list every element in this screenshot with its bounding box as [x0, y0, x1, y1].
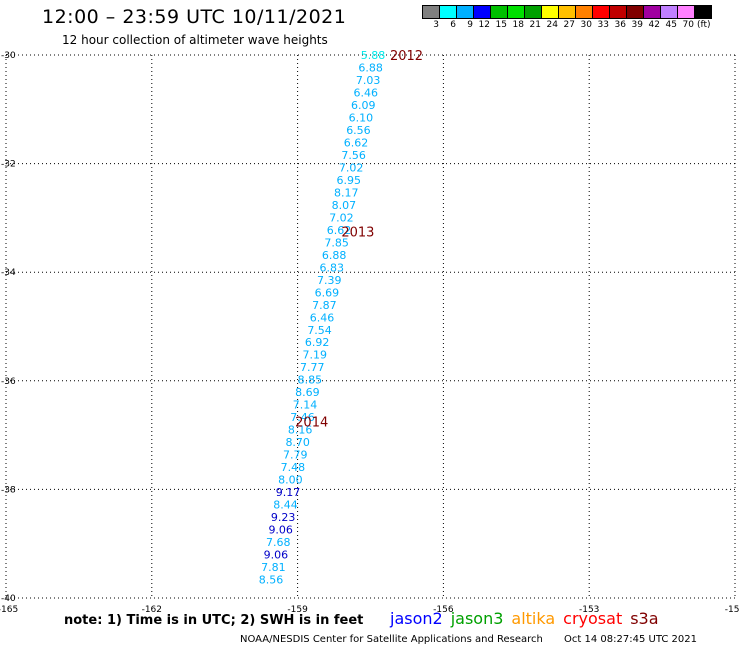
- wave-height-reading: 7.56: [341, 149, 366, 162]
- legend-label: 30: [580, 20, 592, 30]
- wave-height-reading: 7.68: [266, 536, 291, 549]
- legend-label: 12: [478, 20, 490, 30]
- credit-text: NOAA/NESDIS Center for Satellite Applica…: [240, 634, 543, 645]
- footnote: note: 1) Time is in UTC; 2) SWH is in fe…: [64, 613, 364, 628]
- wave-height-reading: 9.06: [268, 524, 293, 537]
- wave-height-reading: 7.02: [329, 211, 354, 224]
- wave-height-reading: 7.19: [302, 349, 327, 362]
- wave-height-reading: 6.88: [358, 61, 383, 74]
- lon-tick-label: -156: [433, 605, 454, 615]
- satellite-jason2: jason2: [390, 609, 443, 628]
- lat-tick-label: -38: [1, 485, 16, 495]
- legend-label: 36: [614, 20, 626, 30]
- wave-height-reading: 6.62: [327, 224, 352, 237]
- legend-label: 6: [450, 20, 456, 30]
- lat-tick-label: -36: [1, 377, 16, 387]
- wave-height-reading: 7.85: [324, 236, 349, 249]
- satellite-legend: jason2 jason3 altika cryosat s3a: [390, 609, 667, 628]
- wave-height-reading: 6.10: [349, 111, 374, 124]
- lon-tick-label: -159: [287, 605, 308, 615]
- lat-tick-label: -34: [1, 268, 16, 278]
- wave-height-reading: 6.56: [346, 124, 371, 137]
- wave-height-reading: 7.77: [300, 361, 325, 374]
- wave-height-reading: 8.44: [273, 499, 298, 512]
- lat-tick-label: -32: [1, 160, 16, 170]
- legend-label: 39: [631, 20, 643, 30]
- wave-height-reading: 9.23: [271, 511, 296, 524]
- legend-label: 45: [665, 20, 677, 30]
- wave-height-reading: 7.14: [293, 399, 318, 412]
- wave-height-reading: 7.81: [261, 561, 286, 574]
- legend-label: 21: [529, 20, 541, 30]
- wave-height-reading: 8.69: [295, 386, 320, 399]
- legend-unit: (ft): [697, 20, 711, 30]
- lat-tick-label: -30: [1, 51, 16, 61]
- lon-tick-label: -153: [579, 605, 599, 615]
- wave-height-reading: 7.87: [312, 299, 337, 312]
- page-subtitle: 12 hour collection of altimeter wave hei…: [62, 33, 328, 47]
- satellite-jason3: jason3: [450, 609, 504, 628]
- legend-label: 42: [648, 20, 660, 30]
- wave-height-reading: 8.56: [259, 574, 284, 587]
- wave-height-reading: 8.00: [278, 474, 303, 487]
- color-scale-labels: 3 6 9 12 15 18 21 24 27 30 33 36 39 42 45 70 (ft): [422, 20, 711, 30]
- wave-height-reading: 8.17: [334, 186, 359, 199]
- wave-height-reading: 6.83: [319, 261, 344, 274]
- legend-label: 18: [512, 20, 524, 30]
- lat-tick-label: -40: [1, 594, 16, 604]
- page-title: 12:00 – 23:59 UTC 10/11/2021: [42, 6, 347, 28]
- footer: NOAA/NESDIS Center for Satellite Applica…: [240, 634, 697, 645]
- wave-height-reading: 8.07: [332, 199, 357, 212]
- legend-label: 9: [467, 20, 473, 30]
- wave-height-reading: 7.03: [356, 74, 381, 87]
- wave-height-reading: 8.70: [285, 436, 310, 449]
- wave-height-reading: 9.06: [264, 549, 289, 562]
- legend-label: 3: [433, 20, 439, 30]
- wave-height-reading: 7.48: [281, 461, 306, 474]
- year-label: 2013: [341, 225, 374, 240]
- satellite-altika: altika: [511, 609, 556, 628]
- wave-height-reading: 8.85: [298, 374, 323, 387]
- legend-label: 15: [495, 20, 507, 30]
- satellite-s3a: s3a: [630, 609, 659, 628]
- wave-height-reading: 6.62: [344, 136, 369, 149]
- year-label: 2014: [295, 416, 328, 431]
- wave-height-reading: 7.46: [290, 411, 315, 424]
- wave-height-reading: 6.46: [353, 86, 378, 99]
- color-scale-legend: [422, 5, 712, 19]
- wave-height-reading: 6.46: [310, 311, 335, 324]
- legend-label: 33: [597, 20, 609, 30]
- wave-height-reading: 6.92: [305, 336, 330, 349]
- wave-height-reading: 6.88: [322, 249, 347, 262]
- wave-height-reading: 5.88: [361, 49, 386, 62]
- lon-tick-label: -162: [142, 605, 162, 615]
- satellite-cryosat: cryosat: [563, 609, 623, 628]
- legend-label: 70: [682, 20, 694, 30]
- wave-height-reading: 6.95: [336, 174, 361, 187]
- wave-height-reading: 9.17: [276, 486, 301, 499]
- wave-height-reading: 7.79: [283, 449, 308, 462]
- wave-height-reading: 8.16: [288, 424, 313, 437]
- wave-height-reading: 7.39: [317, 274, 342, 287]
- legend-label: 27: [563, 20, 575, 30]
- generated-timestamp: Oct 14 08:27:45 UTC 2021: [564, 634, 697, 645]
- wave-height-reading: 6.69: [315, 286, 340, 299]
- lon-tick-label: -165: [0, 605, 18, 615]
- wave-height-reading: 7.54: [307, 324, 332, 337]
- lon-tick-label: -150: [725, 605, 740, 615]
- legend-swatch: [694, 5, 712, 19]
- year-label: 2012: [390, 49, 423, 64]
- wave-height-reading: 7.02: [339, 161, 364, 174]
- wave-height-reading: 6.09: [351, 99, 376, 112]
- legend-label: 24: [546, 20, 558, 30]
